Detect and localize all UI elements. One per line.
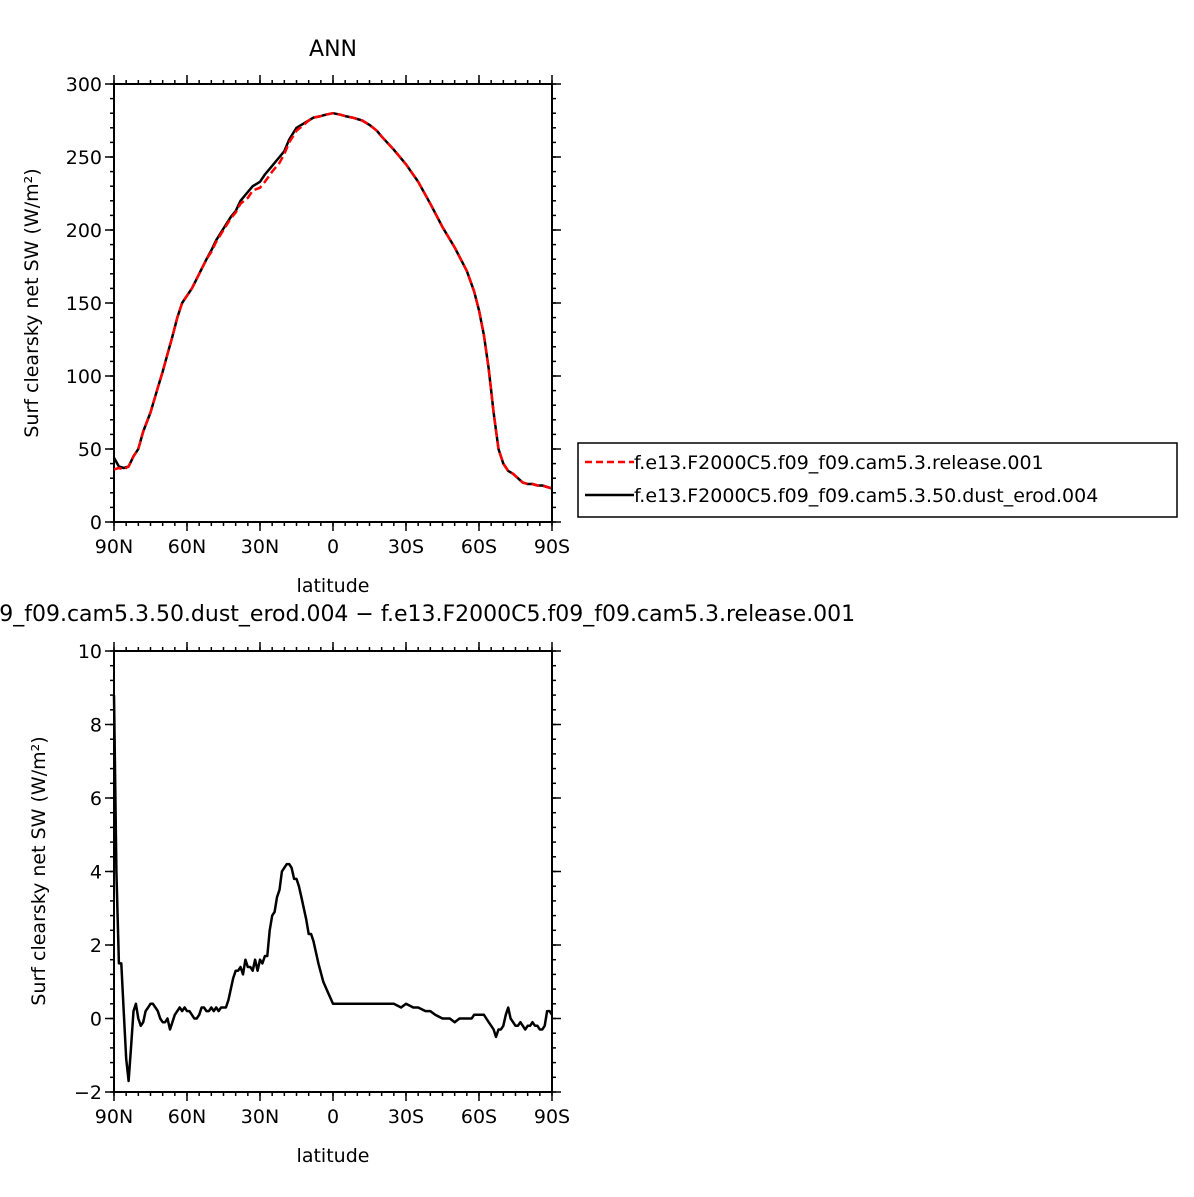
legend-label-dust: f.e13.F2000C5.f09_f09.cam5.3.50.dust_ero…	[634, 485, 1098, 507]
top-ytick-label: 250	[66, 147, 102, 169]
bottom-ytick-label: −2	[74, 1082, 102, 1104]
top-ylabel: Surf clearsky net SW (W/m²)	[21, 168, 43, 437]
bottom-series-line-0	[112, 695, 554, 1083]
bottom-ytick-label: 8	[90, 715, 102, 737]
legend: f.e13.F2000C5.f09_f09.cam5.3.release.001…	[577, 442, 1178, 518]
legend-label-release: f.e13.F2000C5.f09_f09.cam5.3.release.001	[634, 452, 1044, 474]
bottom-xtick-label: 60S	[461, 1106, 497, 1128]
top-ytick-label: 200	[66, 220, 102, 242]
top-ticks: 0 50 100 150 200 250 300 90N 60N 30N 0 30S 60S 90S	[66, 74, 570, 558]
bottom-ytick-label: 10	[78, 641, 102, 663]
top-ytick-label: 100	[66, 366, 102, 388]
top-xlabel: latitude	[297, 575, 370, 597]
bottom-ytick-label: 6	[90, 788, 102, 810]
top-panel: ANN 0 50 100 150 200 250 300 90N 60N 30N 0 30S 60S 90…	[21, 37, 570, 597]
top-series-line-1	[112, 111, 553, 490]
top-xtick-label: 30S	[388, 536, 424, 558]
top-xtick-label: 90N	[95, 536, 133, 558]
bottom-series	[112, 695, 554, 1083]
bottom-xtick-label: 90N	[95, 1106, 133, 1128]
legend-box	[577, 442, 1178, 518]
top-axis-frame	[113, 83, 553, 523]
top-ytick-label: 300	[66, 74, 102, 96]
top-series	[112, 111, 553, 490]
bottom-xtick-label: 0	[327, 1106, 339, 1128]
bottom-ticks: −2 0 2 4 6 8 10 90N 60N 30N 0 30S 60S 90S	[74, 641, 570, 1128]
bottom-xtick-label: 60N	[168, 1106, 206, 1128]
bottom-ytick-label: 2	[90, 935, 102, 957]
bottom-panel: f.e13.F2000C5.f09_f09.cam5.3.50.dust_ero…	[0, 602, 855, 1167]
top-ytick-label: 0	[90, 512, 102, 534]
bottom-ylabel: Surf clearsky net SW (W/m²)	[28, 736, 50, 1005]
bottom-title: f.e13.F2000C5.f09_f09.cam5.3.50.dust_ero…	[0, 602, 855, 627]
top-xtick-label: 0	[327, 536, 339, 558]
bottom-xlabel: latitude	[297, 1145, 370, 1167]
top-xtick-label: 60S	[461, 536, 497, 558]
bottom-axis-frame	[113, 650, 553, 1093]
top-xtick-label: 60N	[168, 536, 206, 558]
top-series-line-0	[113, 111, 553, 490]
bottom-xtick-label: 30S	[388, 1106, 424, 1128]
top-ytick-label: 50	[78, 439, 102, 461]
bottom-xtick-label: 30N	[241, 1106, 279, 1128]
top-xtick-label: 90S	[534, 536, 570, 558]
top-xtick-label: 30N	[241, 536, 279, 558]
top-title: ANN	[309, 37, 357, 62]
bottom-xtick-label: 90S	[534, 1106, 570, 1128]
bottom-ytick-label: 0	[90, 1009, 102, 1031]
bottom-ytick-label: 4	[90, 862, 102, 884]
top-ytick-label: 150	[66, 293, 102, 315]
